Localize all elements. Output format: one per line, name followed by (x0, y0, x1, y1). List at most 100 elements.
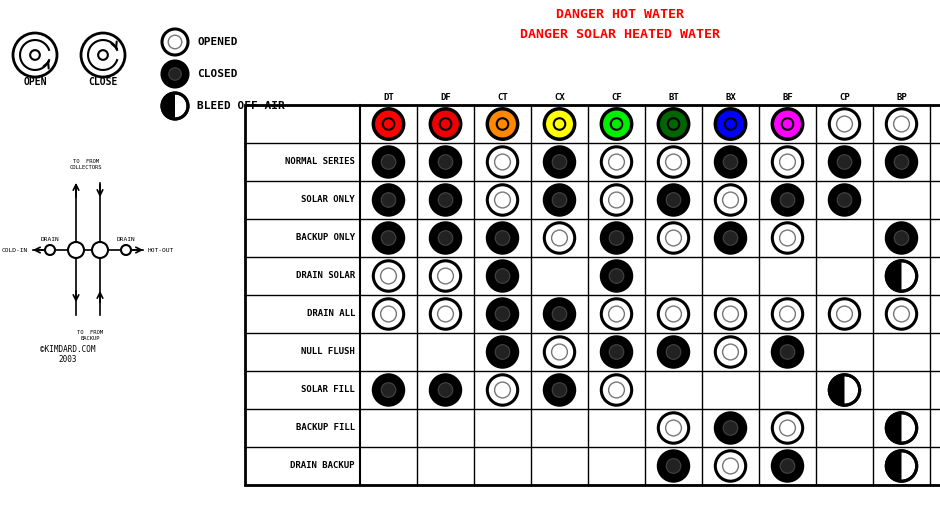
Circle shape (438, 193, 453, 207)
Circle shape (715, 337, 745, 367)
Circle shape (382, 383, 396, 397)
Circle shape (382, 193, 396, 207)
Circle shape (886, 223, 916, 253)
Circle shape (829, 375, 860, 405)
Circle shape (658, 413, 689, 443)
Circle shape (715, 147, 745, 177)
Circle shape (552, 230, 568, 246)
Circle shape (894, 231, 909, 245)
Circle shape (381, 268, 397, 284)
Text: DRAIN: DRAIN (117, 237, 135, 242)
Circle shape (611, 118, 622, 130)
Circle shape (666, 230, 682, 246)
Text: HOT-OUT: HOT-OUT (148, 248, 174, 253)
Circle shape (779, 154, 795, 170)
Circle shape (440, 118, 451, 130)
Circle shape (715, 223, 745, 253)
Circle shape (162, 93, 188, 119)
Circle shape (487, 185, 518, 215)
Circle shape (894, 155, 909, 170)
Text: CLOSE: CLOSE (88, 77, 118, 87)
Circle shape (382, 231, 396, 245)
Circle shape (373, 375, 403, 405)
Circle shape (544, 375, 574, 405)
Circle shape (608, 306, 624, 322)
Text: BT: BT (668, 93, 679, 101)
Circle shape (544, 109, 574, 139)
Circle shape (431, 261, 461, 291)
Circle shape (554, 118, 565, 130)
Circle shape (431, 299, 461, 329)
Text: DANGER HOT WATER: DANGER HOT WATER (556, 8, 684, 21)
Circle shape (92, 242, 108, 258)
Text: 2003: 2003 (58, 356, 77, 365)
Circle shape (431, 109, 461, 139)
Circle shape (382, 155, 396, 170)
Circle shape (373, 223, 403, 253)
Circle shape (373, 261, 403, 291)
Circle shape (602, 109, 632, 139)
Circle shape (782, 118, 793, 130)
Wedge shape (886, 261, 901, 291)
Circle shape (829, 147, 860, 177)
Circle shape (608, 192, 624, 208)
Text: CP: CP (839, 93, 850, 101)
Text: CF: CF (611, 93, 622, 101)
Text: DRAIN ALL: DRAIN ALL (306, 309, 355, 318)
Text: BLEED OFF AIR: BLEED OFF AIR (197, 101, 285, 111)
Text: CT: CT (497, 93, 508, 101)
Circle shape (373, 299, 403, 329)
Circle shape (373, 109, 403, 139)
Circle shape (715, 451, 745, 481)
Text: DT: DT (384, 93, 394, 101)
Circle shape (658, 223, 689, 253)
Wedge shape (886, 451, 901, 481)
Circle shape (837, 116, 853, 132)
Circle shape (666, 459, 681, 473)
Circle shape (431, 185, 461, 215)
Circle shape (602, 337, 632, 367)
Circle shape (13, 33, 57, 77)
Circle shape (602, 375, 632, 405)
Circle shape (773, 337, 803, 367)
Circle shape (608, 154, 624, 170)
Circle shape (431, 147, 461, 177)
Circle shape (495, 231, 509, 245)
Circle shape (438, 231, 453, 245)
Circle shape (658, 109, 689, 139)
Text: COLD-IN: COLD-IN (2, 248, 28, 253)
Circle shape (658, 299, 689, 329)
Circle shape (773, 223, 803, 253)
Circle shape (838, 155, 852, 170)
Circle shape (837, 306, 853, 322)
Circle shape (552, 193, 567, 207)
Circle shape (666, 193, 681, 207)
Circle shape (438, 268, 453, 284)
Circle shape (658, 337, 689, 367)
Wedge shape (829, 375, 844, 405)
Circle shape (609, 345, 624, 359)
Circle shape (494, 154, 510, 170)
Circle shape (544, 147, 574, 177)
Circle shape (30, 50, 39, 60)
Circle shape (773, 147, 803, 177)
Circle shape (487, 375, 518, 405)
Text: NORMAL SERIES: NORMAL SERIES (285, 158, 355, 166)
Circle shape (658, 451, 689, 481)
Circle shape (780, 345, 795, 359)
Circle shape (602, 185, 632, 215)
Circle shape (602, 299, 632, 329)
Circle shape (723, 231, 738, 245)
Circle shape (552, 155, 567, 170)
Circle shape (658, 147, 689, 177)
Circle shape (886, 451, 916, 481)
Circle shape (602, 261, 632, 291)
Circle shape (666, 306, 682, 322)
Text: DRAIN BACKUP: DRAIN BACKUP (290, 462, 355, 471)
Circle shape (494, 382, 510, 398)
Circle shape (773, 451, 803, 481)
Circle shape (602, 147, 632, 177)
Circle shape (487, 261, 518, 291)
Circle shape (373, 147, 403, 177)
Text: SOLAR FILL: SOLAR FILL (301, 385, 355, 395)
